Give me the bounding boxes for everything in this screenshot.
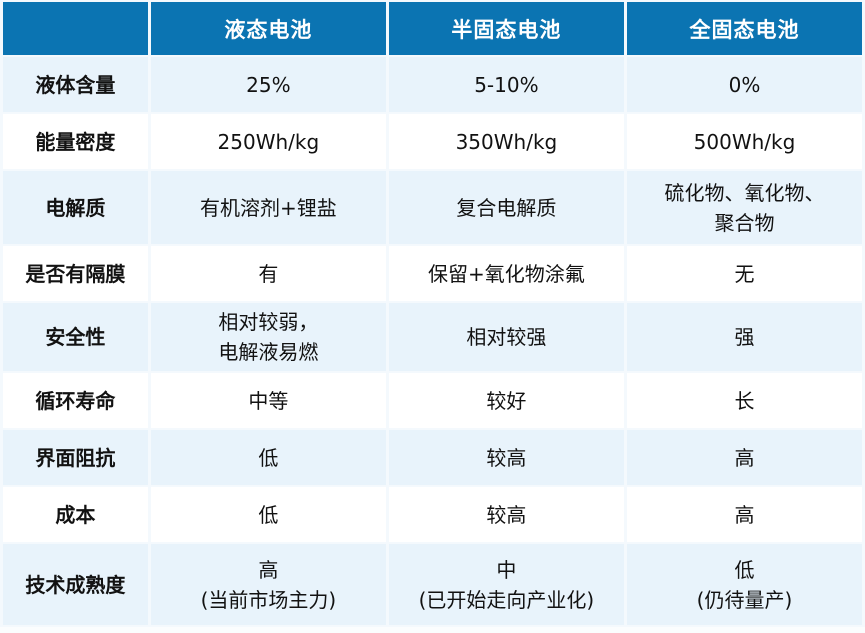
table-cell: 强 <box>626 303 862 371</box>
table-cell: 中等 <box>150 373 386 428</box>
column-header-all-solid: 全固态电池 <box>626 2 862 55</box>
table-row: 能量密度 250Wh/kg 350Wh/kg 500Wh/kg <box>3 114 862 169</box>
table-cell: 250Wh/kg <box>150 114 386 169</box>
table-cell: 保留+氧化物涂氟 <box>388 246 624 301</box>
table-cell: 有机溶剂+锂盐 <box>150 171 386 244</box>
row-label: 是否有隔膜 <box>3 246 148 301</box>
table-cell: 较高 <box>388 430 624 485</box>
table-row: 是否有隔膜 有 保留+氧化物涂氟 无 <box>3 246 862 301</box>
table-cell: 高 <box>626 430 862 485</box>
table-cell: 低 (仍待量产) <box>626 544 862 625</box>
table-cell: 高 <box>626 487 862 542</box>
table-cell: 0% <box>626 57 862 112</box>
table-cell: 复合电解质 <box>388 171 624 244</box>
table-cell: 有 <box>150 246 386 301</box>
row-label: 循环寿命 <box>3 373 148 428</box>
table-cell: 500Wh/kg <box>626 114 862 169</box>
table-row: 成本 低 较高 高 <box>3 487 862 542</box>
column-header-liquid: 液态电池 <box>150 2 386 55</box>
table-cell: 较高 <box>388 487 624 542</box>
table-cell: 长 <box>626 373 862 428</box>
table-cell: 硫化物、氧化物、 聚合物 <box>626 171 862 244</box>
table-cell: 相对较弱， 电解液易燃 <box>150 303 386 371</box>
table-cell: 相对较强 <box>388 303 624 371</box>
column-header-semi-solid: 半固态电池 <box>388 2 624 55</box>
table-cell: 中 (已开始走向产业化) <box>388 544 624 625</box>
table-cell: 350Wh/kg <box>388 114 624 169</box>
row-label: 成本 <box>3 487 148 542</box>
table-row: 电解质 有机溶剂+锂盐 复合电解质 硫化物、氧化物、 聚合物 <box>3 171 862 244</box>
table-row: 安全性 相对较弱， 电解液易燃 相对较强 强 <box>3 303 862 371</box>
table-row: 界面阻抗 低 较高 高 <box>3 430 862 485</box>
row-label: 液体含量 <box>3 57 148 112</box>
table-cell: 25% <box>150 57 386 112</box>
row-label: 界面阻抗 <box>3 430 148 485</box>
row-label: 电解质 <box>3 171 148 244</box>
table-row: 技术成熟度 高 (当前市场主力) 中 (已开始走向产业化) 低 (仍待量产) <box>3 544 862 625</box>
row-label: 能量密度 <box>3 114 148 169</box>
table-cell: 5-10% <box>388 57 624 112</box>
table-cell: 高 (当前市场主力) <box>150 544 386 625</box>
table-cell: 低 <box>150 487 386 542</box>
table-row: 循环寿命 中等 较好 长 <box>3 373 862 428</box>
table-cell: 低 <box>150 430 386 485</box>
table-cell: 无 <box>626 246 862 301</box>
row-label: 技术成熟度 <box>3 544 148 625</box>
corner-header-cell <box>3 2 148 55</box>
table-cell: 较好 <box>388 373 624 428</box>
row-label: 安全性 <box>3 303 148 371</box>
table-row: 液体含量 25% 5-10% 0% <box>3 57 862 112</box>
header-row: 液态电池 半固态电池 全固态电池 <box>3 2 862 55</box>
